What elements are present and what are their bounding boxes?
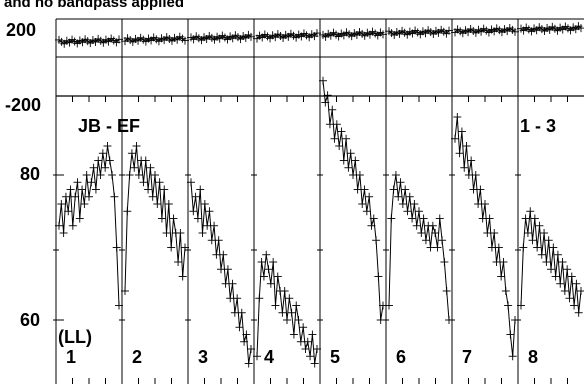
channel-label-1: 1 (66, 347, 76, 367)
plot-frame (53, 18, 584, 384)
amp-ytick-60: 60 (20, 310, 40, 330)
amp-line-ch2 (124, 145, 186, 292)
phase-line-ch5 (322, 30, 384, 38)
channel-labels: 1 2 3 4 5 6 7 8 (66, 347, 538, 367)
phase-line-ch6 (388, 29, 450, 36)
channel-label-3: 3 (198, 347, 208, 367)
phase-points (55, 22, 584, 48)
phase-ytick-200: 200 (6, 20, 36, 40)
phase-line-ch7 (454, 27, 516, 34)
phase-ytick-neg200: -200 (5, 95, 41, 115)
amp-ytick-80: 80 (20, 164, 40, 184)
amp-line-ch6 (388, 174, 450, 321)
amp-line-ch7 (454, 116, 516, 357)
polarization-label: (LL) (58, 327, 92, 347)
baseline-label: JB - EF (78, 116, 140, 136)
phase-line-ch3 (190, 34, 252, 41)
phase-line-ch2 (124, 36, 186, 43)
phase-line-ch1 (58, 37, 120, 45)
phase-line-ch8 (520, 25, 582, 33)
channel-label-4: 4 (264, 347, 274, 367)
amp-line-ch4 (256, 254, 318, 364)
header-text: and no bandpass applied (4, 0, 184, 11)
amp-line-ch5 (322, 80, 384, 321)
channel-label-7: 7 (462, 347, 472, 367)
panel-range-label: 1 - 3 (520, 116, 556, 136)
phase-line-ch4 (256, 32, 318, 40)
channel-label-8: 8 (528, 347, 538, 367)
amp-line-ch8 (520, 211, 582, 313)
amplitude-points (55, 76, 584, 368)
channel-label-6: 6 (396, 347, 406, 367)
channel-label-2: 2 (132, 347, 142, 367)
amp-line-ch1 (58, 145, 120, 306)
channel-label-5: 5 (330, 347, 340, 367)
amp-line-ch3 (190, 182, 252, 364)
